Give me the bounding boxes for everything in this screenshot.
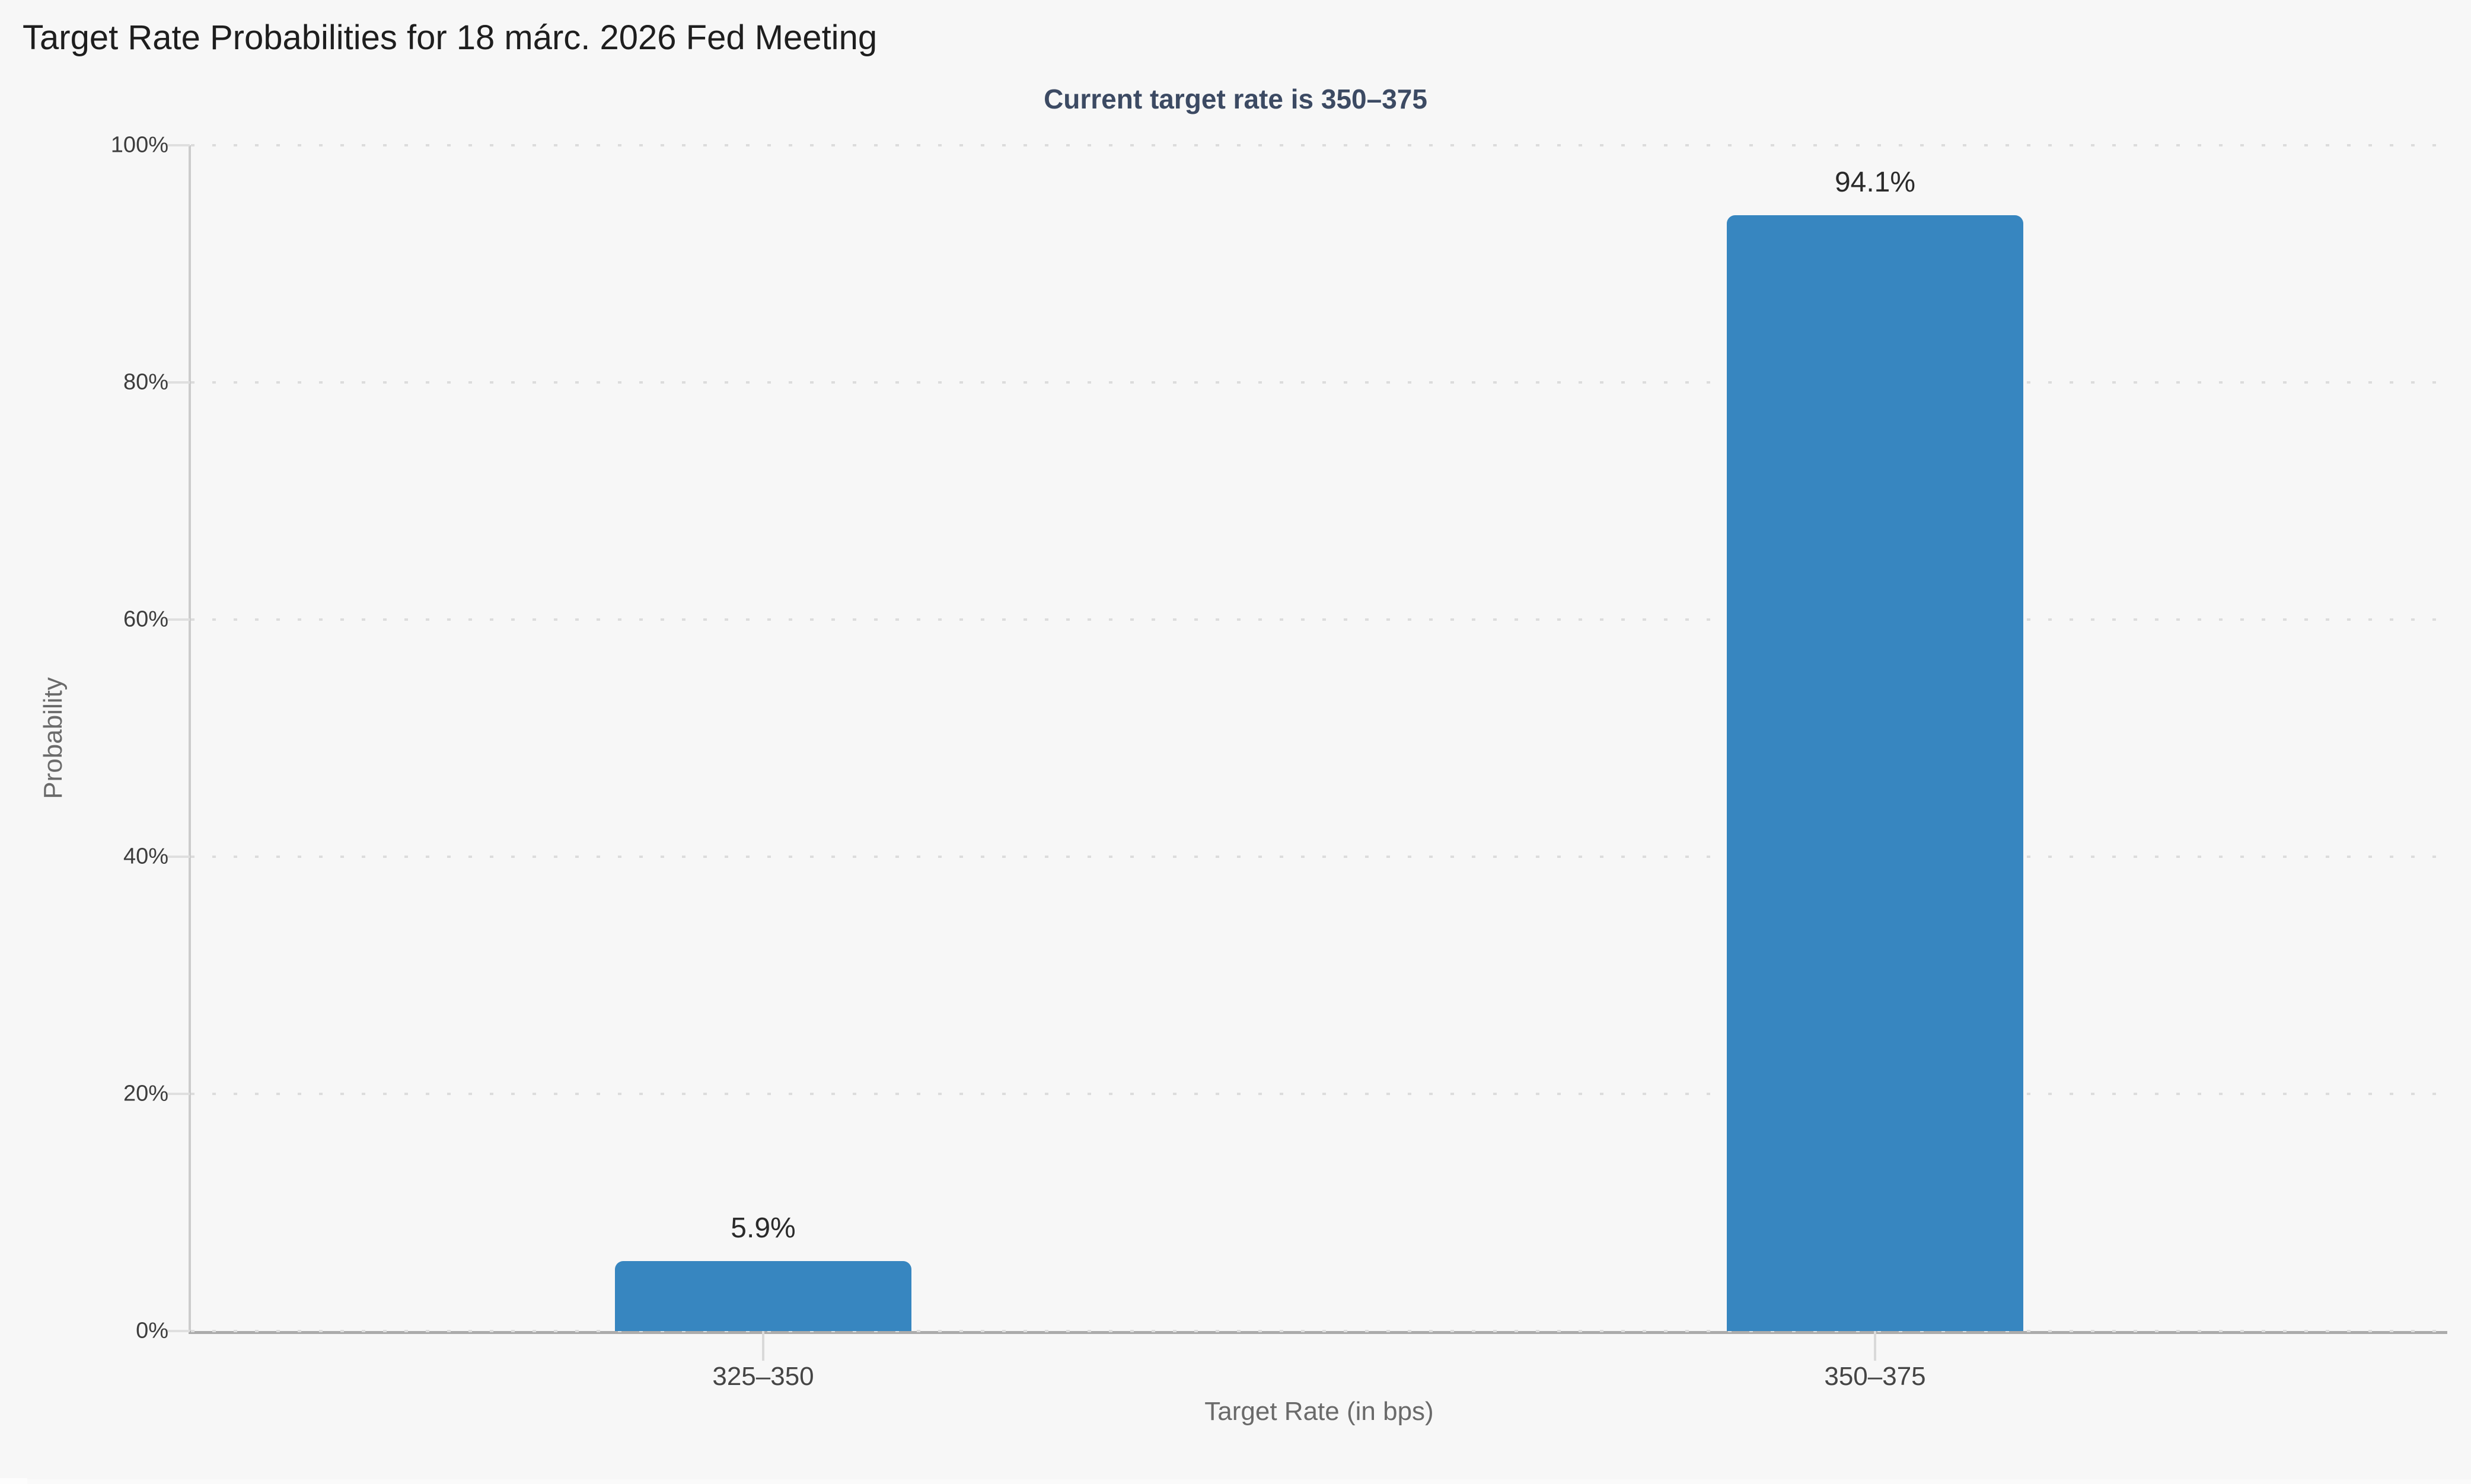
y-tick-label: 100% <box>110 132 168 158</box>
y-axis-title: Probability <box>39 677 68 799</box>
y-axis-tick <box>166 1330 190 1332</box>
y-axis-tick <box>166 381 190 384</box>
bottom-left-corner-artifact <box>0 1478 27 1484</box>
x-category-label: 325–350 <box>712 1362 814 1391</box>
gridline-0% <box>191 1330 2447 1332</box>
chart-subtitle: Current target rate is 350–375 <box>1044 84 1427 114</box>
y-tick-label: 60% <box>123 607 168 632</box>
bar-325–350[interactable]: 5.9% <box>615 1212 911 1331</box>
x-axis-line <box>189 1331 2447 1334</box>
y-tick-label: 20% <box>123 1081 168 1106</box>
x-category-label: 350–375 <box>1824 1362 1926 1391</box>
y-tick-label: 80% <box>123 369 168 395</box>
bar-value-label: 5.9% <box>731 1212 796 1244</box>
gridline-60% <box>191 618 2447 621</box>
gridline-40% <box>191 856 2447 858</box>
y-axis-line <box>189 145 191 1332</box>
y-axis-tick <box>166 856 190 858</box>
bar-value-label: 94.1% <box>1834 167 1916 198</box>
x-axis-tick <box>1874 1331 1876 1361</box>
y-axis-tick <box>166 144 190 146</box>
gridline-20% <box>191 1093 2447 1095</box>
gridline-100% <box>191 144 2447 146</box>
bar-350–375[interactable]: 94.1% <box>1727 167 2023 1331</box>
plot-area: 100% 80% 60% 40% 20% 0% 5.9% 325–350 94.1% 350–3… <box>111 133 2447 1391</box>
bottom-edge-strip <box>0 1479 2471 1484</box>
y-axis-tick <box>166 618 190 621</box>
x-axis-title: Target Rate (in bps) <box>1204 1397 1434 1426</box>
chart-title: Target Rate Probabilities for 18 márc. 2… <box>23 18 878 57</box>
y-tick-label: 40% <box>123 844 168 869</box>
x-axis-tick <box>762 1331 764 1361</box>
y-axis-tick <box>166 1093 190 1095</box>
y-tick-label: 0% <box>136 1318 168 1343</box>
gridline-80% <box>191 381 2447 384</box>
